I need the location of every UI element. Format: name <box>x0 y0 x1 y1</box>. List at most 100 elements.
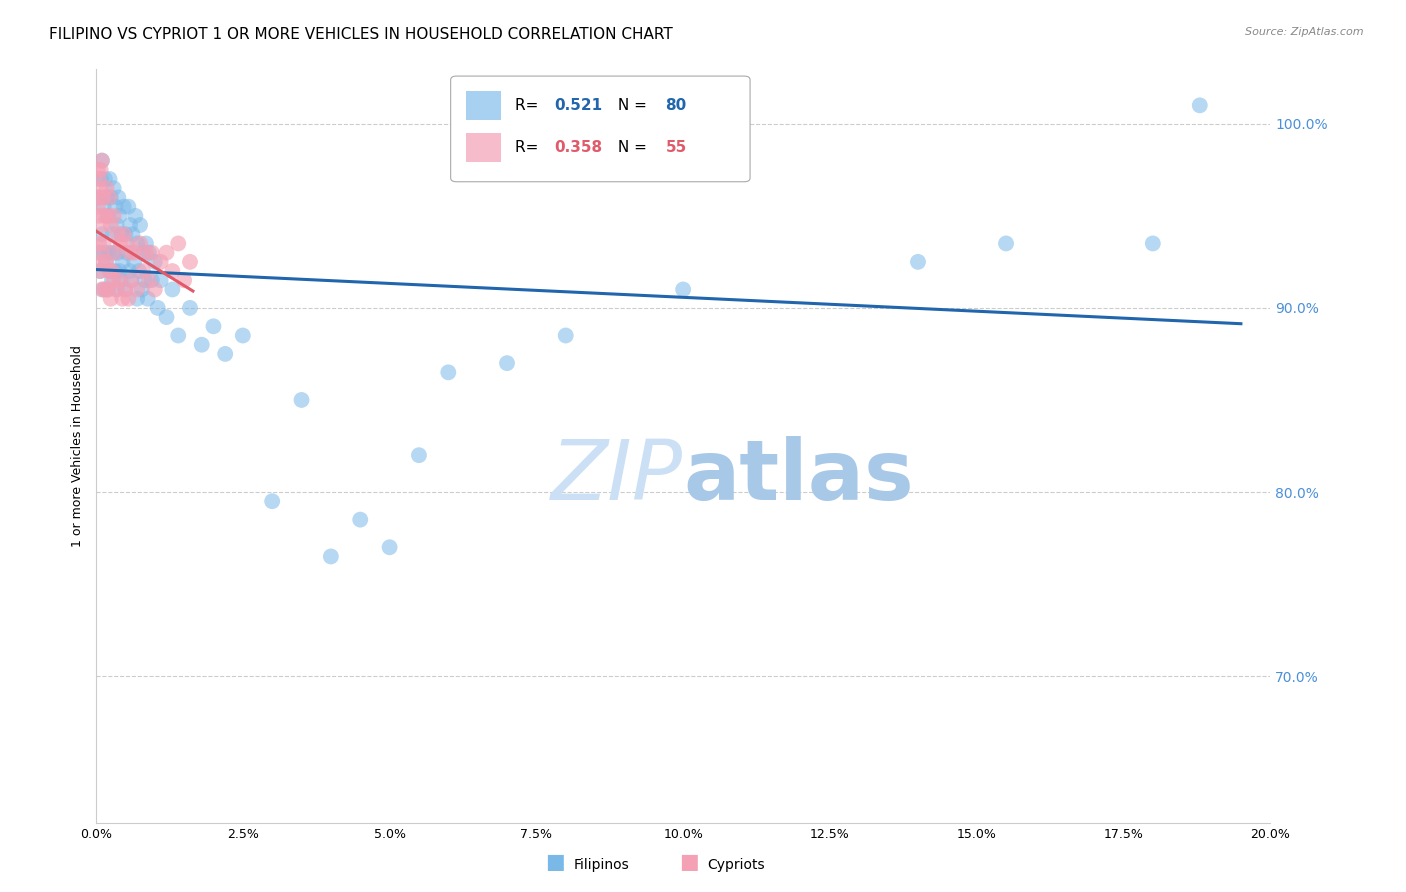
Point <box>162 283 184 297</box>
Point <box>97 209 120 223</box>
Point <box>96 181 118 195</box>
Point <box>167 328 190 343</box>
Point <box>349 513 371 527</box>
Point <box>90 218 112 232</box>
Point <box>107 245 129 260</box>
Point <box>101 227 124 242</box>
Point <box>129 236 152 251</box>
Point <box>107 227 129 242</box>
Point <box>214 347 236 361</box>
Point <box>437 365 460 379</box>
Point <box>94 209 117 223</box>
Point <box>118 264 141 278</box>
Text: 0.521: 0.521 <box>554 98 602 113</box>
Point <box>162 264 184 278</box>
Point <box>97 264 120 278</box>
Point <box>104 245 127 260</box>
Text: N =: N = <box>613 140 651 155</box>
Point <box>89 264 111 278</box>
Point <box>112 227 135 242</box>
FancyBboxPatch shape <box>451 76 749 182</box>
Point <box>110 273 132 287</box>
Point <box>114 283 136 297</box>
Point <box>290 392 312 407</box>
Text: N =: N = <box>613 98 651 113</box>
Point <box>155 310 177 324</box>
Point <box>94 245 117 260</box>
Point <box>91 283 114 297</box>
Point <box>90 153 112 168</box>
Point <box>87 245 110 260</box>
Point <box>110 236 132 251</box>
Point <box>134 273 156 287</box>
Point <box>97 245 120 260</box>
Point <box>138 273 160 287</box>
Text: ■: ■ <box>679 853 699 872</box>
Point <box>108 273 131 287</box>
Point <box>128 264 150 278</box>
Point <box>131 283 153 297</box>
Point <box>122 255 145 269</box>
Point <box>87 190 110 204</box>
Point <box>89 181 111 195</box>
Point <box>111 255 134 269</box>
Text: Filipinos: Filipinos <box>574 858 630 872</box>
Point <box>111 292 134 306</box>
Point <box>108 264 131 278</box>
Point <box>408 448 430 462</box>
Point <box>202 319 225 334</box>
Point <box>94 255 117 269</box>
Point <box>93 236 115 251</box>
Point <box>98 172 121 186</box>
Point <box>167 236 190 251</box>
Point <box>90 153 112 168</box>
Point <box>136 292 159 306</box>
Point <box>105 283 128 297</box>
Point <box>319 549 342 564</box>
Point <box>114 283 136 297</box>
Point <box>96 190 118 204</box>
Point <box>141 245 163 260</box>
Point <box>110 227 132 242</box>
Point <box>91 190 114 204</box>
Point <box>135 236 157 251</box>
Point <box>108 209 131 223</box>
Point <box>117 292 139 306</box>
Point <box>103 181 125 195</box>
Point <box>94 283 117 297</box>
Point <box>1142 236 1164 251</box>
Point <box>496 356 519 370</box>
Text: R=: R= <box>515 140 544 155</box>
Bar <box>465 91 501 120</box>
Point <box>114 227 136 242</box>
Point <box>103 209 125 223</box>
Text: FILIPINO VS CYPRIOT 1 OR MORE VEHICLES IN HOUSEHOLD CORRELATION CHART: FILIPINO VS CYPRIOT 1 OR MORE VEHICLES I… <box>49 27 673 42</box>
Point <box>91 255 114 269</box>
Point <box>93 200 115 214</box>
Point <box>120 218 142 232</box>
Text: 80: 80 <box>665 98 686 113</box>
Text: atlas: atlas <box>683 435 914 516</box>
Point <box>87 162 110 177</box>
Point <box>143 283 166 297</box>
Point <box>672 283 695 297</box>
Point <box>138 245 160 260</box>
Point <box>101 273 124 287</box>
Point <box>141 273 163 287</box>
Point <box>1188 98 1211 112</box>
Point <box>103 273 125 287</box>
Point <box>89 264 111 278</box>
Point <box>90 162 112 177</box>
Point <box>122 245 145 260</box>
Point <box>232 328 254 343</box>
Point <box>262 494 284 508</box>
Point <box>143 255 166 269</box>
Point <box>90 245 112 260</box>
Point <box>149 273 172 287</box>
Point <box>100 190 122 204</box>
Point <box>117 200 139 214</box>
Point <box>89 209 111 223</box>
Point <box>146 301 169 315</box>
Point <box>127 283 149 297</box>
Text: Cypriots: Cypriots <box>707 858 765 872</box>
